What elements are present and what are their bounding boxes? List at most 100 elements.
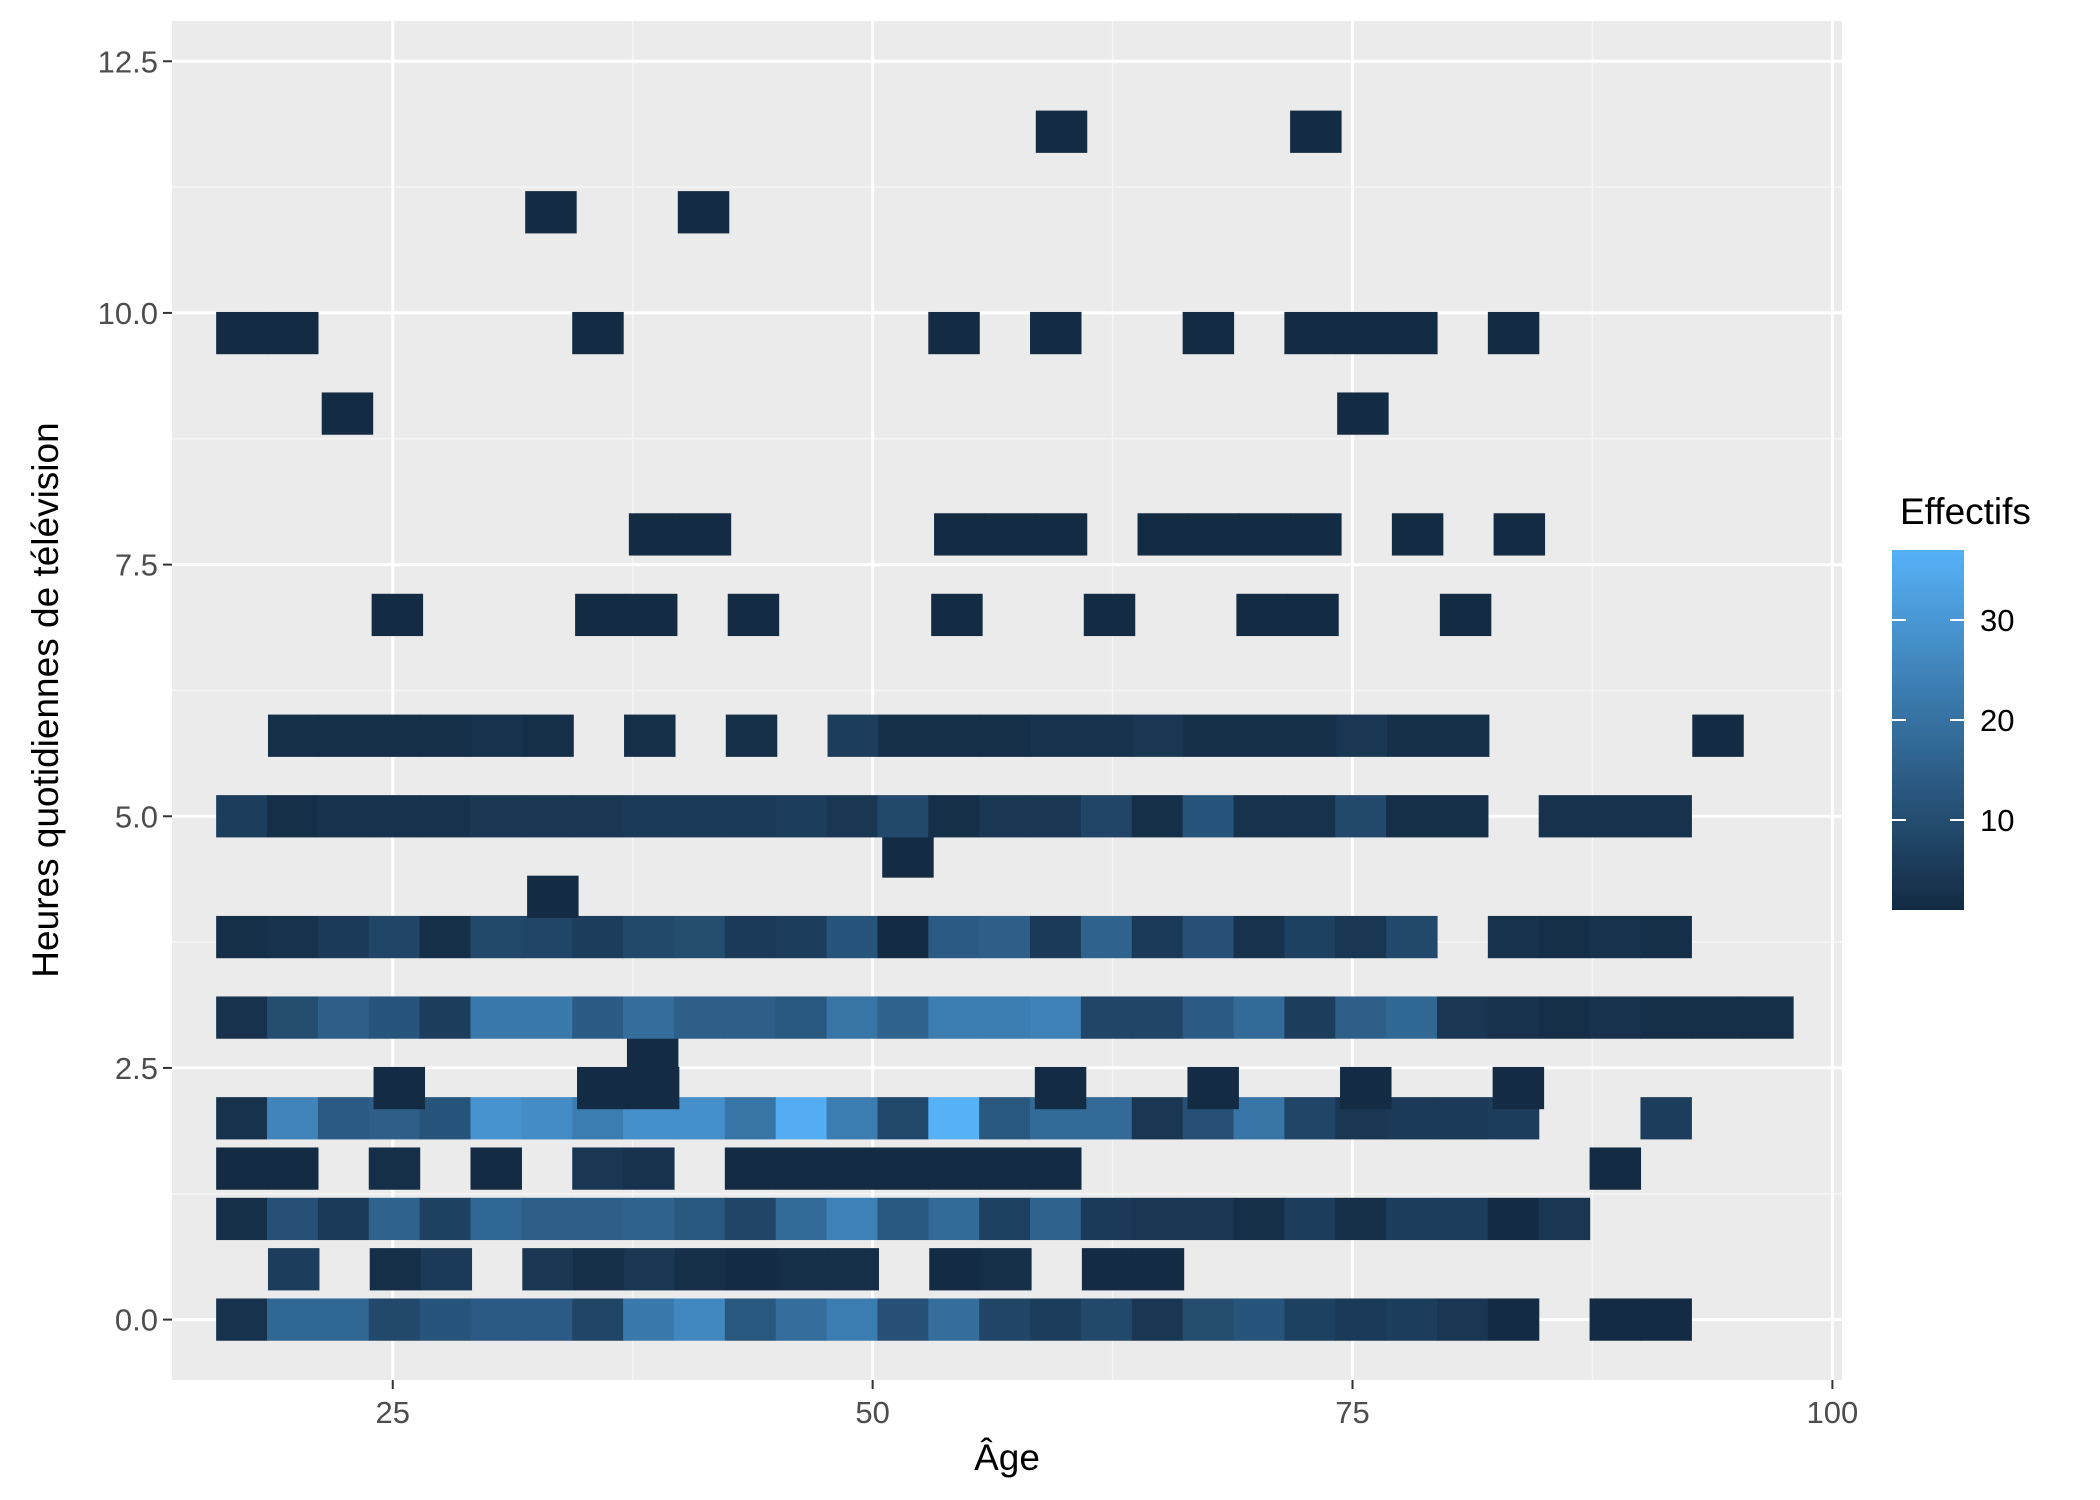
heatmap-tile [1030, 1298, 1082, 1341]
heatmap-tile [979, 1197, 1031, 1241]
heatmap-tile [522, 714, 574, 757]
heatmap-tile [572, 1298, 624, 1341]
x-axis-title: Âge [974, 1437, 1040, 1478]
y-axis-title: Heures quotidiennes de télévision [25, 422, 66, 977]
heatmap-tile [1589, 1147, 1642, 1190]
heatmap-tile [1131, 1097, 1184, 1140]
heatmap-tile [216, 1097, 268, 1140]
heatmap-tile [1030, 1147, 1082, 1190]
heatmap-tile [1284, 996, 1336, 1039]
heatmap-tile [877, 795, 929, 838]
heatmap-tile [471, 714, 523, 757]
legend: Effectifs 10 20 30 [1892, 491, 2031, 910]
heatmap-tile [317, 795, 370, 838]
heatmap-tile [575, 593, 627, 637]
heatmap-tile [679, 513, 732, 556]
heatmap-tile [1131, 1298, 1184, 1341]
heatmap-tile [673, 1298, 726, 1341]
heatmap-tile [1335, 1197, 1387, 1241]
heatmap-tile [1183, 714, 1236, 757]
heatmap-tile [1538, 915, 1591, 959]
heatmap-tile [1336, 714, 1388, 757]
heatmap-tile [928, 795, 980, 838]
heatmap-tile [877, 1097, 929, 1140]
heatmap-tile [317, 1097, 370, 1140]
heatmap-tile [1436, 1298, 1489, 1341]
heatmap-tile [775, 915, 828, 959]
heatmap-tile [979, 1097, 1031, 1140]
heatmap-tile [827, 1248, 879, 1291]
heatmap-tile [1284, 915, 1336, 959]
heatmap-tile [1538, 795, 1591, 838]
heatmap-tile [1132, 714, 1185, 757]
heatmap-tile [369, 1248, 422, 1291]
heatmap-tile [1236, 593, 1288, 637]
heatmap-tile [677, 191, 730, 234]
heatmap-tile [470, 996, 522, 1039]
heatmap-tile [216, 1197, 268, 1241]
heatmap-tile [826, 1298, 879, 1341]
heatmap-tile [419, 795, 472, 838]
heatmap-tile [673, 1097, 726, 1140]
heatmap-tile [725, 714, 778, 757]
heatmap-tile [267, 1147, 319, 1190]
heatmap-tile [1233, 1197, 1285, 1241]
heatmap-tile [1487, 1298, 1540, 1341]
heatmap-tile [877, 1147, 929, 1190]
heatmap-tile [1439, 593, 1492, 637]
heatmap-tile [216, 996, 268, 1039]
heatmap-tile [1335, 996, 1387, 1039]
heatmap-tile [1640, 1298, 1692, 1341]
heatmap-tile [1335, 311, 1387, 355]
heatmap-tile [1030, 311, 1082, 355]
heatmap-tile [775, 996, 828, 1039]
heatmap-tile [1030, 1197, 1082, 1241]
heatmap-tile [572, 1147, 624, 1190]
heatmap-tile [827, 714, 879, 757]
heatmap-tile [623, 996, 675, 1039]
heatmap-tile [1035, 110, 1088, 153]
heatmap-tile [1290, 110, 1342, 153]
heatmap-tile [1386, 795, 1438, 838]
heatmap-tile [1030, 714, 1083, 757]
heatmap-tile [368, 1147, 421, 1190]
y-axis: 0.0 2.5 5.0 7.5 10.0 12.5 [98, 44, 172, 1338]
heatmap-tile [1492, 1066, 1545, 1110]
heatmap-tile [1589, 1298, 1642, 1341]
heatmap-tile [1081, 714, 1134, 757]
heatmap-tile [624, 714, 676, 757]
heatmap-tile [1182, 996, 1235, 1039]
heatmap-tile [826, 1147, 879, 1190]
heatmap-tile [1436, 795, 1489, 838]
heatmap-tile [1182, 1298, 1235, 1341]
heatmap-tile [470, 1097, 522, 1140]
heatmap-tile [1233, 1298, 1285, 1341]
heatmap-tile [724, 1197, 777, 1241]
heatmap-tile [470, 915, 522, 959]
y-tick-label: 7.5 [115, 548, 158, 583]
heatmap-tile [826, 996, 879, 1039]
heatmap-tile [1233, 996, 1285, 1039]
heatmap-tile [1131, 1197, 1184, 1241]
heatmap-tile [627, 1066, 680, 1110]
heatmap-tile [1083, 593, 1136, 637]
heatmap-tile [877, 1197, 929, 1241]
heatmap-tile [525, 191, 577, 234]
heatmap-tile [674, 1248, 727, 1291]
heatmap-tile [1182, 795, 1235, 838]
heatmap-tile [1137, 513, 1189, 556]
heatmap-tile [1386, 1097, 1438, 1140]
heatmap-tile [775, 795, 828, 838]
heatmap-tile [928, 1097, 980, 1140]
heatmap-tile [1335, 1298, 1387, 1341]
heatmap-tile [1335, 915, 1387, 959]
heatmap-tile [321, 392, 374, 435]
y-tick-label: 0.0 [115, 1303, 158, 1338]
heatmap-tile [1284, 1097, 1336, 1140]
heatmap-tile [1239, 513, 1291, 556]
heatmap-tile [318, 714, 371, 757]
heatmap-tile [1030, 795, 1082, 838]
heatmap-tile [826, 915, 879, 959]
x-axis: 25 50 75 100 [376, 1380, 1858, 1430]
